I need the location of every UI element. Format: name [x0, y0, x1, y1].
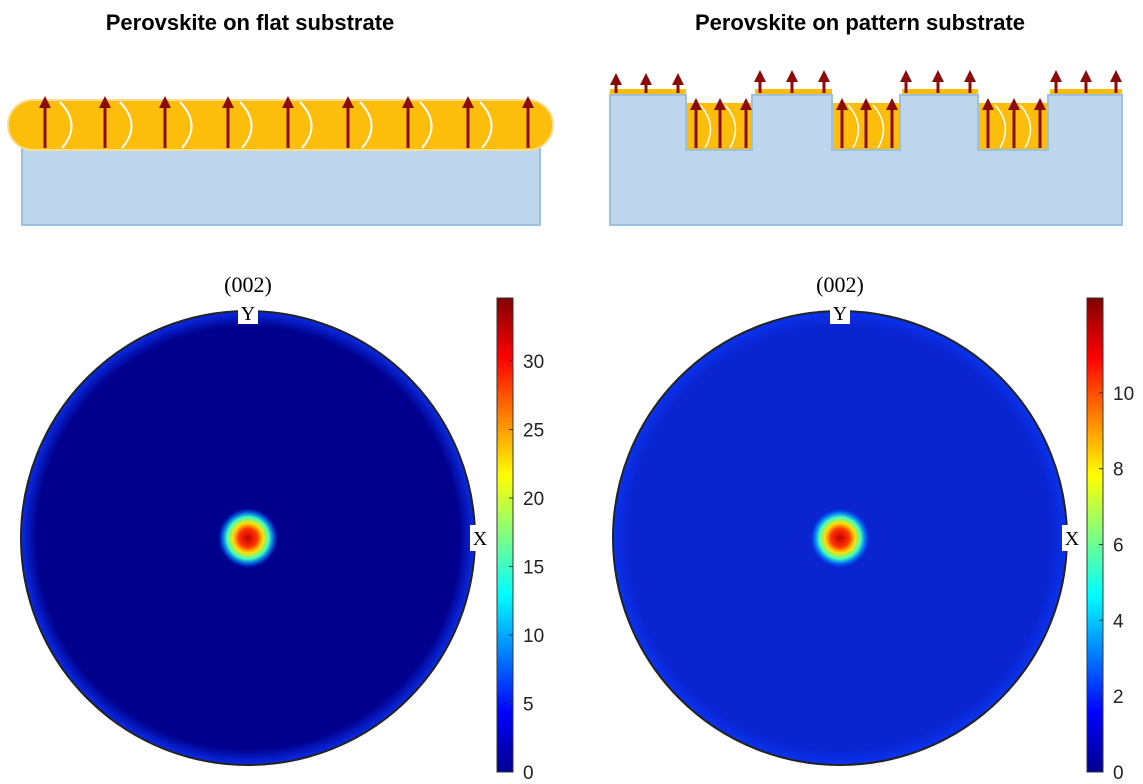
pole-label: (002)	[816, 272, 864, 297]
panel-title: Perovskite on flat substrate	[106, 10, 395, 35]
axis-label-box	[238, 302, 258, 324]
panel-title: Perovskite on pattern substrate	[695, 10, 1025, 35]
y-axis-label: Y	[833, 303, 847, 325]
colorbar	[1086, 297, 1104, 773]
colorbar-tick-label: 0	[523, 763, 534, 784]
intensity-peak	[810, 508, 870, 568]
colorbar	[496, 297, 514, 773]
colorbar-tick-label: 6	[1113, 535, 1124, 556]
colorbar-tick-label: 15	[523, 558, 544, 579]
colorbar-tick-label: 10	[523, 626, 544, 647]
x-axis-label: X	[1065, 528, 1080, 550]
flat-diagram	[7, 96, 554, 226]
colorbar-tick-label: 30	[523, 352, 544, 373]
intensity-peak	[218, 508, 278, 568]
y-axis-label: Y	[241, 303, 255, 325]
colorbar-tick-label: 10	[1113, 384, 1134, 405]
colorbar-tick-label: 20	[523, 489, 544, 510]
pattern-diagram	[609, 70, 1123, 226]
colorbar-tick-label: 4	[1113, 611, 1124, 632]
colorbar-tick-label: 0	[1113, 763, 1124, 784]
axis-label-box	[830, 302, 850, 324]
pole-label: (002)	[224, 272, 272, 297]
colorbar-tick-label: 25	[523, 421, 544, 442]
colorbar-tick-label: 2	[1113, 687, 1124, 708]
colorbar-tick-label: 8	[1113, 460, 1124, 481]
axis-label-box	[470, 525, 490, 551]
colorbar-tick-label: 5	[523, 695, 534, 716]
x-axis-label: X	[473, 528, 488, 550]
axis-label-box	[1062, 525, 1082, 551]
